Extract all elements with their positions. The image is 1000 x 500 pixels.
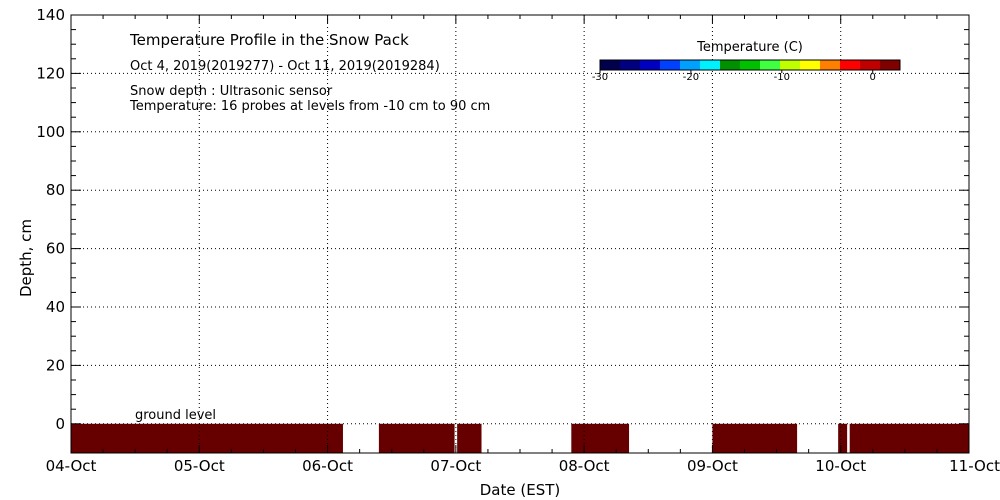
y-tick-label: 100 [36,123,65,141]
x-tick-label: 11-Oct [949,457,1000,475]
soil-temperature-layer [71,423,969,453]
colorbar-cell [720,60,741,70]
colorbar-cell [800,60,821,70]
colorbar-cell [780,60,801,70]
colorbar-cell [620,60,641,70]
x-axis-title: Date (EST) [480,481,561,499]
grid-lines [71,15,969,453]
y-tick-label: 20 [46,356,65,374]
soil-temperature-segment [378,423,455,453]
y-tick-label: 140 [36,6,65,24]
note-snow-depth: Snow depth : Ultrasonic sensor [130,84,333,99]
x-tick-label: 08-Oct [559,457,610,475]
colorbar-tick-label: -10 [774,72,790,83]
y-axis-title: Depth, cm [17,219,35,297]
soil-temperature-segment [849,423,969,453]
colorbar-cell [680,60,701,70]
colorbar-cell [700,60,721,70]
ground-level-label: ground level [135,408,216,423]
soil-temperature-segment [712,423,798,453]
plot-frame [70,14,970,454]
colorbar-cell [760,60,781,70]
soil-temperature-segment [71,423,343,453]
x-tick-labels: 04-Oct 05-Oct 06-Oct 07-Oct 08-Oct 09-Oct 10-O… [46,457,1000,475]
y-tick-label: 40 [46,298,65,316]
colorbar-cell [820,60,841,70]
x-tick-label: 05-Oct [174,457,225,475]
x-tick-label: 04-Oct [46,457,97,475]
x-tick-label: 10-Oct [815,457,866,475]
colorbar-cell [880,60,901,70]
soil-temperature-segment [838,423,848,453]
soil-temperature-segment [457,423,482,453]
chart-subtitle: Oct 4, 2019(2019277) - Oct 11, 2019(2019… [130,59,440,74]
colorbar-cell [640,60,661,70]
colorbar-cell [840,60,861,70]
colorbar-cell [660,60,681,70]
colorbar-cells [600,60,901,70]
colorbar-tick-label: -20 [683,72,699,83]
y-tick-label: 120 [36,64,65,82]
y-tick-label: 60 [46,240,65,258]
colorbar-frame [599,59,901,71]
y-tick-labels: 0 20 40 60 80 100 120 140 [36,6,65,433]
x-tick-label: 06-Oct [302,457,353,475]
y-tick-label: 0 [55,415,65,433]
colorbar-tick-label: 0 [870,72,876,83]
colorbar-title: Temperature (C) [696,40,803,55]
axis-ticks [70,14,970,453]
colorbar-cell [740,60,761,70]
colorbar-tick-label: -30 [592,72,608,83]
chart-title: Temperature Profile in the Snow Pack [129,31,409,49]
x-tick-label: 07-Oct [430,457,481,475]
colorbar-ticks: -30 -20 -10 0 [592,70,876,83]
x-tick-label: 09-Oct [687,457,738,475]
note-temperature-probes: Temperature: 16 probes at levels from -1… [129,99,490,114]
soil-temperature-segment [571,423,630,453]
colorbar-cell [860,60,881,70]
y-tick-label: 80 [46,181,65,199]
colorbar: Temperature (C) -30 -20 -10 0 [592,40,901,83]
colorbar-cell [600,60,621,70]
